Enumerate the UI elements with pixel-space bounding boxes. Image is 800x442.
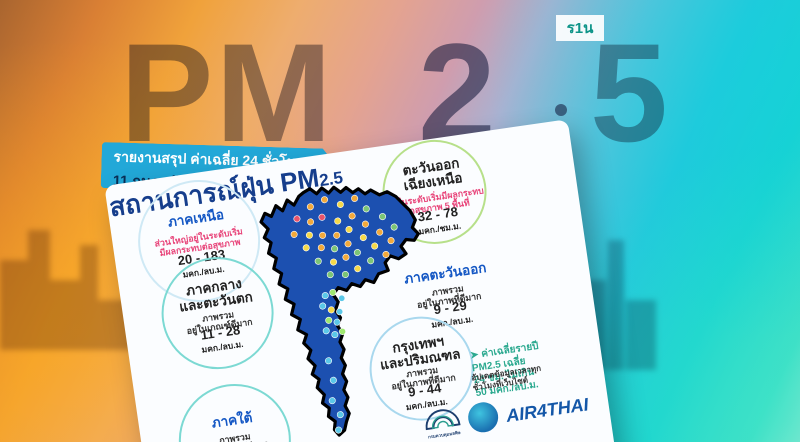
- svg-text:กรมควบคุมมลพิษ: กรมควบคุมมลพิษ: [427, 429, 460, 440]
